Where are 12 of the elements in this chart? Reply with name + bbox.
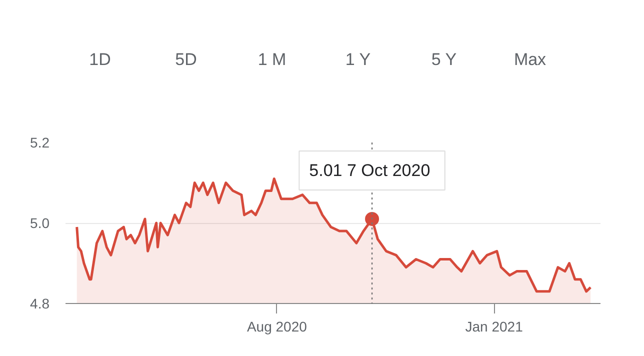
- annotation: 5.01 7 Oct 2020: [309, 161, 430, 180]
- y-tick-label: 5.2: [30, 134, 50, 150]
- text: 5 Y: [430, 49, 458, 71]
- x-tick-label: Aug 2020: [246, 318, 308, 334]
- x-tick-label: Jan 2021: [465, 318, 524, 334]
- text: 5D: [174, 49, 198, 71]
- text: Max: [512, 49, 548, 71]
- y-tick-label: 4.8: [30, 296, 50, 312]
- text: 1 Y: [344, 49, 372, 71]
- text: 1 M: [256, 49, 288, 71]
- text: 1D: [88, 49, 112, 71]
- y-tick-label: 5.0: [30, 215, 50, 231]
